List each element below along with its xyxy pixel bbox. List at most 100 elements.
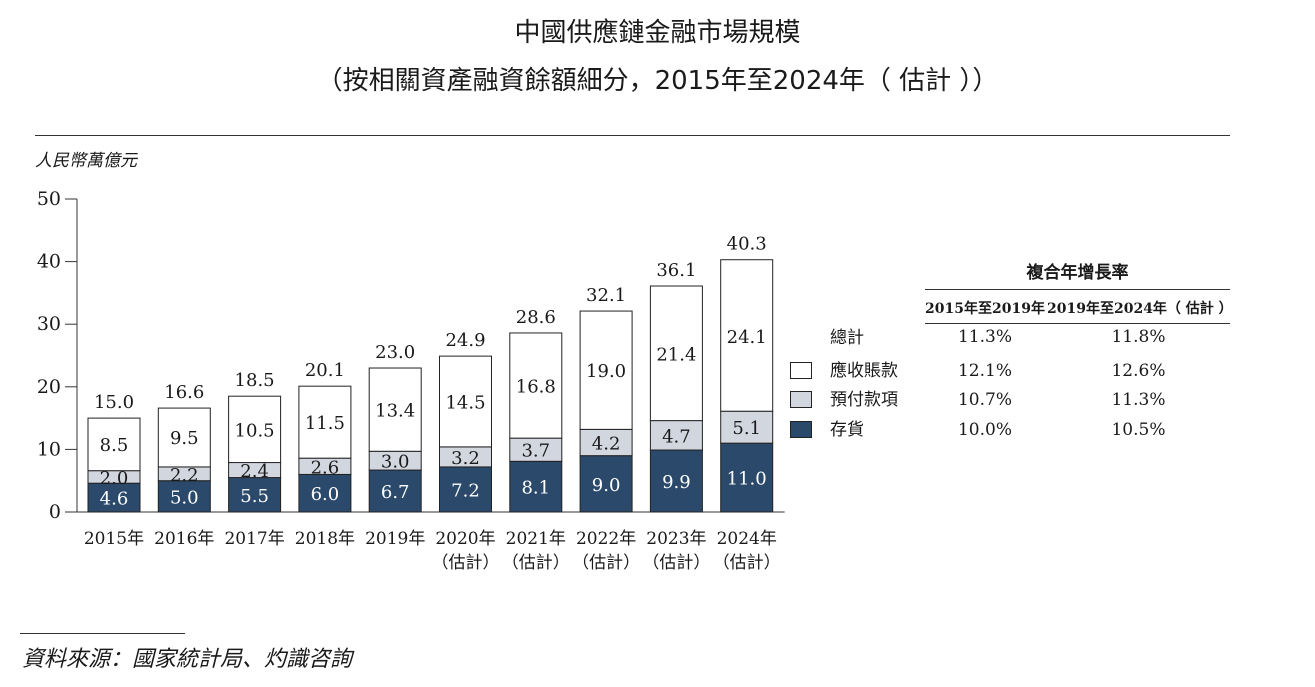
- bar-segment-inventory: [87, 482, 141, 513]
- data-label-receivable: 24.1: [727, 327, 767, 348]
- cagr-divider-header: [925, 323, 1230, 324]
- bar-segment-inventory: [157, 480, 211, 513]
- data-label-inventory: 8.1: [521, 478, 550, 499]
- data-label-inventory: 5.0: [170, 487, 199, 508]
- bar-segment-inventory: [439, 466, 492, 513]
- data-label-prepayment: 2.6: [311, 457, 340, 478]
- data-label-inventory: 4.6: [100, 489, 129, 510]
- x-tick-label: 2020年: [435, 529, 495, 549]
- cagr-inventory-2015-2019: 10.0%: [957, 420, 1012, 440]
- legend-total-label: 總計: [830, 328, 864, 348]
- cagr-receivable-2019-2024: 12.6%: [1111, 361, 1166, 381]
- data-label-total: 18.5: [235, 370, 275, 391]
- x-tick-label: 2017年: [224, 529, 284, 549]
- data-label-total: 16.6: [164, 382, 204, 403]
- cagr-total-2015-2019: 11.3%: [957, 327, 1012, 347]
- data-label-total: 28.6: [516, 307, 556, 328]
- x-tick-label: （估計）: [502, 553, 570, 573]
- bar-segment-receivable: [298, 385, 352, 459]
- bar-segment-inventory: [579, 455, 633, 513]
- legend-swatch-prepayment: [790, 391, 812, 408]
- data-label-prepayment: 2.0: [100, 468, 129, 489]
- data-label-prepayment: 4.2: [592, 434, 621, 455]
- bar-segment-inventory: [649, 449, 703, 513]
- x-tick-label: 2024年: [717, 529, 777, 549]
- x-tick-label: 2023年: [646, 529, 706, 549]
- data-label-inventory: 6.7: [381, 482, 410, 503]
- bar-segment-inventory: [720, 442, 774, 513]
- x-tick-label: 2022年: [576, 529, 636, 549]
- data-label-receivable: 9.5: [170, 428, 199, 449]
- data-label-receivable: 14.5: [445, 393, 485, 414]
- data-label-receivable: 13.4: [375, 400, 415, 421]
- x-tick-label: 2016年: [154, 529, 214, 549]
- data-label-prepayment: 3.2: [451, 448, 480, 469]
- y-tick-label: 0: [49, 501, 61, 523]
- data-label-inventory: 11.0: [727, 469, 767, 490]
- x-tick-label: （估計）: [713, 553, 781, 573]
- legend-label-inventory: 存貨: [830, 420, 864, 440]
- bar-segment-receivable: [579, 310, 633, 430]
- data-label-total: 36.1: [656, 260, 696, 281]
- bar-segment-receivable: [87, 417, 141, 472]
- data-label-inventory: 7.2: [451, 480, 480, 501]
- source-divider: [20, 633, 185, 634]
- data-label-prepayment: 3.7: [521, 441, 550, 462]
- data-label-prepayment: 2.2: [170, 465, 199, 486]
- x-tick-label: （估計）: [572, 553, 640, 573]
- legend-swatch-receivable: [790, 362, 812, 379]
- source-note: 資料來源：國家統計局、灼識咨詢: [22, 647, 353, 672]
- data-label-inventory: 9.0: [592, 475, 621, 496]
- y-tick-label: 30: [37, 313, 61, 335]
- data-label-receivable: 11.5: [305, 413, 345, 434]
- data-label-total: 32.1: [586, 285, 626, 306]
- bar-segment-receivable: [509, 332, 563, 439]
- cagr-prepayment-2019-2024: 11.3%: [1111, 390, 1166, 410]
- cagr-divider-top: [925, 289, 1230, 290]
- data-label-receivable: 21.4: [656, 345, 696, 366]
- bar-segment-receivable: [368, 367, 422, 452]
- data-label-total: 24.9: [445, 330, 485, 351]
- y-tick-label: 20: [37, 376, 61, 398]
- x-tick-label: 2021年: [506, 529, 566, 549]
- cagr-prepayment-2015-2019: 10.7%: [957, 390, 1012, 410]
- y-tick-label: 50: [37, 188, 61, 210]
- data-label-prepayment: 3.0: [381, 452, 410, 473]
- data-label-inventory: 5.5: [240, 486, 269, 507]
- bar-segment-inventory: [368, 469, 422, 513]
- bar-segment-receivable: [720, 259, 774, 412]
- data-label-receivable: 16.8: [516, 377, 556, 398]
- chart-title: 中國供應鏈金融市場規模: [514, 18, 801, 48]
- data-label-receivable: 10.5: [235, 421, 275, 442]
- data-label-inventory: 6.0: [311, 484, 340, 505]
- cagr-header-2019-2024: 2019年至2024年（ 估計 ）: [1047, 301, 1233, 317]
- x-tick-label: 2018年: [295, 529, 355, 549]
- cagr-title: 複合年增長率: [1026, 263, 1129, 283]
- legend-label-receivable: 應收賬款: [830, 361, 898, 381]
- bar-segment-receivable: [228, 395, 282, 464]
- data-label-receivable: 19.0: [586, 361, 626, 382]
- data-label-prepayment: 4.7: [662, 426, 691, 447]
- legend-label-prepayment: 預付款項: [830, 390, 898, 410]
- x-tick-label: 2015年: [84, 529, 144, 549]
- y-axis-unit-label: 人民幣萬億元: [35, 151, 137, 171]
- x-tick-label: （估計）: [642, 553, 710, 573]
- chart-subtitle: （按相關資產融資餘額細分，2015年至2024年（ 估計 ））: [316, 66, 999, 96]
- cagr-total-2019-2024: 11.8%: [1111, 327, 1166, 347]
- cagr-header-2015-2019: 2015年至2019年: [925, 301, 1045, 317]
- data-label-total: 20.1: [305, 360, 345, 381]
- data-label-receivable: 8.5: [100, 435, 129, 456]
- data-label-prepayment: 2.4: [240, 461, 269, 482]
- bar-segment-receivable: [649, 285, 703, 422]
- data-label-total: 40.3: [727, 234, 767, 255]
- data-label-total: 15.0: [94, 392, 134, 413]
- y-tick-label: 40: [37, 251, 61, 273]
- bar-segment-inventory: [228, 477, 282, 513]
- legend-swatch-inventory: [790, 421, 812, 438]
- bar-segment-inventory: [509, 460, 563, 513]
- cagr-receivable-2015-2019: 12.1%: [957, 361, 1012, 381]
- bar-segment-inventory: [298, 473, 352, 513]
- data-label-inventory: 9.9: [662, 472, 691, 493]
- bar-segment-prepayment: [649, 420, 703, 451]
